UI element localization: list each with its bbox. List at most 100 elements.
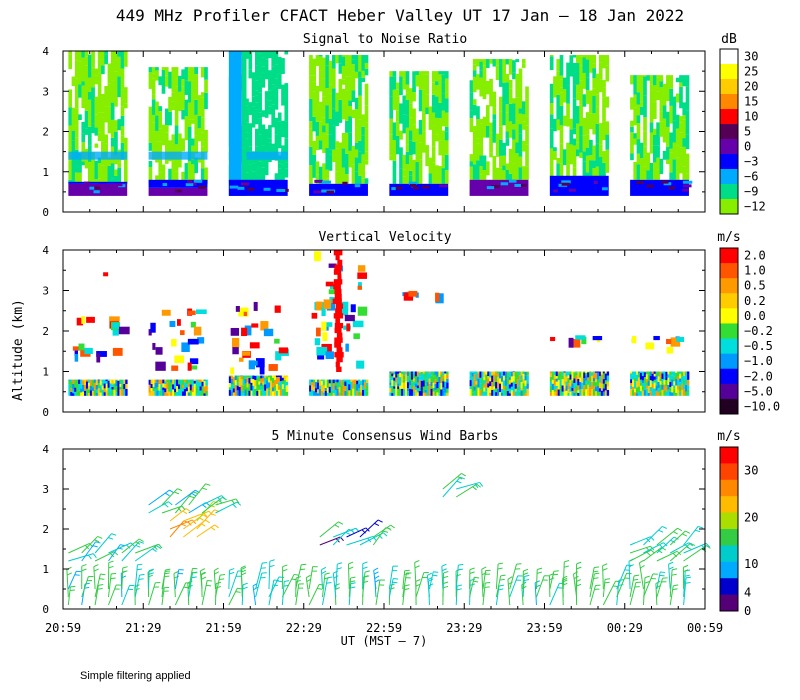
vv-cell (655, 371, 658, 376)
wind-barb (683, 545, 707, 562)
snr-cell (633, 133, 638, 139)
snr-cell (444, 170, 449, 184)
snr-cell (164, 75, 169, 87)
wind-barb (657, 549, 663, 554)
wind-barb (668, 561, 674, 565)
snr-cell (489, 122, 493, 133)
snr-cell (485, 59, 490, 68)
snr-cell (425, 74, 429, 95)
vv-cell (440, 371, 443, 375)
snr-cell (194, 157, 199, 174)
vv-cell (97, 393, 101, 396)
vv-cell (171, 339, 177, 347)
snr-cell (255, 165, 259, 184)
vv-cell (274, 338, 280, 344)
vv-cell (87, 385, 91, 390)
vv-cell (579, 372, 582, 378)
wind-barb (232, 503, 237, 508)
snr-cell (556, 94, 561, 109)
vv-cell (179, 393, 183, 396)
vv-cell (238, 391, 242, 396)
snr-cell (318, 140, 323, 150)
snr-cell (245, 132, 249, 139)
snr-cell (312, 116, 317, 132)
snr-cell (107, 83, 112, 107)
vv-cell (473, 374, 476, 380)
vv-cell (148, 379, 151, 385)
vv-cell (499, 378, 502, 384)
vv-cell (555, 381, 559, 386)
vv-cell (162, 379, 165, 384)
colorbar-label: 30 (744, 463, 758, 477)
wind-barb-group (148, 483, 242, 514)
snr-cell (438, 78, 443, 103)
colorbar-label: −0.5 (744, 339, 773, 353)
vv-cell (655, 385, 658, 391)
snr-cell (585, 90, 590, 104)
snr-cell (261, 110, 266, 117)
colorbar-label: 10 (744, 557, 758, 571)
snr-cell (364, 105, 369, 111)
vv-cell (150, 322, 156, 333)
y-tick-label: 1 (42, 366, 49, 379)
wind-barb (161, 488, 178, 506)
vv-cell (360, 385, 363, 393)
snr-cell (515, 59, 520, 63)
snr-cell (354, 127, 359, 143)
wind-barb (138, 541, 144, 544)
vv-cell (391, 371, 394, 374)
snr-cell (94, 68, 99, 76)
vv-cell (161, 309, 171, 316)
snr-cell (101, 112, 105, 118)
colorbar-label: 10 (744, 110, 758, 124)
snr-cell (191, 164, 195, 184)
vv-cell (365, 379, 369, 383)
vv-cell (593, 372, 596, 379)
snr-cell (630, 120, 634, 127)
wind-barb (134, 574, 141, 598)
vv-cell (591, 372, 594, 376)
vv-cell (432, 376, 435, 383)
snr-cell (120, 68, 125, 90)
colorbar-swatch (720, 184, 738, 200)
vv-cell (174, 355, 185, 364)
snr-cell (328, 65, 333, 85)
colorbar-swatch (720, 109, 738, 125)
vv-cell (653, 379, 657, 383)
snr-cell (309, 98, 313, 122)
vv-cell (262, 381, 265, 385)
wind-barb (268, 576, 280, 598)
snr-cell (101, 94, 105, 113)
snr-segment (309, 55, 369, 196)
vv-cell (518, 375, 522, 380)
wind-barb (148, 572, 154, 575)
wind-barb (177, 488, 183, 492)
wind-barb (345, 531, 351, 535)
wind-barb (174, 491, 194, 514)
vv-cell (495, 381, 498, 389)
snr-cell (178, 133, 182, 149)
snr-cell (559, 55, 564, 76)
vv-cell (84, 393, 87, 396)
wind-barb (643, 526, 663, 546)
snr-cell (438, 166, 443, 184)
vv-cell (352, 320, 364, 328)
snr-cell (338, 142, 343, 165)
colorbar-label: 0.0 (744, 309, 766, 323)
snr-cell (630, 132, 634, 154)
vv-cell (575, 385, 578, 392)
snr-cell (505, 182, 511, 186)
vv-cell (260, 382, 263, 386)
snr-cell (354, 157, 359, 172)
vv-cell (561, 371, 564, 373)
snr-cell (562, 77, 567, 90)
vv-cell (205, 379, 208, 383)
wind-barb (563, 565, 570, 568)
vv-cell (322, 322, 333, 327)
vv-cell (358, 391, 361, 396)
wind-barb (415, 579, 421, 582)
vv-cell (508, 388, 512, 394)
vv-cell (181, 342, 190, 352)
snr-cell (605, 121, 610, 135)
